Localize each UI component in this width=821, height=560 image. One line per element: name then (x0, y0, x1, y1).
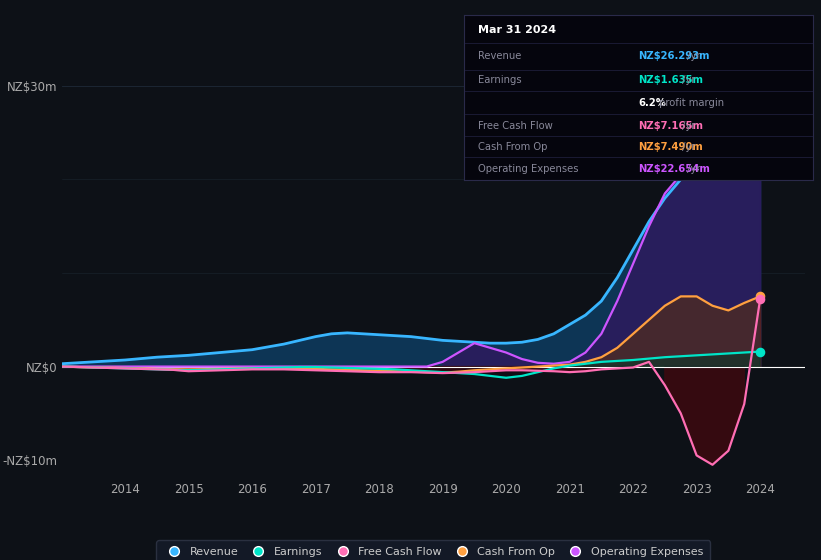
Text: Cash From Op: Cash From Op (478, 142, 548, 152)
Text: /yr: /yr (684, 164, 700, 174)
Point (754, 156, 767, 165)
Text: Mar 31 2024: Mar 31 2024 (478, 25, 556, 35)
Point (754, 295, 767, 304)
Text: Earnings: Earnings (478, 74, 521, 85)
Legend: Revenue, Earnings, Free Cash Flow, Cash From Op, Operating Expenses: Revenue, Earnings, Free Cash Flow, Cash … (157, 540, 709, 560)
Text: /yr: /yr (679, 142, 695, 152)
Text: Operating Expenses: Operating Expenses (478, 164, 578, 174)
Text: NZ$7.490m: NZ$7.490m (639, 142, 703, 152)
Text: 6.2%: 6.2% (639, 97, 666, 108)
Text: NZ$1.635m: NZ$1.635m (639, 74, 704, 85)
Text: Revenue: Revenue (478, 52, 521, 62)
Text: NZ$22.654m: NZ$22.654m (639, 164, 710, 174)
Text: Free Cash Flow: Free Cash Flow (478, 121, 553, 131)
Text: NZ$7.165m: NZ$7.165m (639, 121, 704, 131)
Point (754, 116, 767, 125)
Text: profit margin: profit margin (657, 97, 725, 108)
Point (754, 292, 767, 301)
Point (754, 347, 767, 356)
Text: NZ$26.293m: NZ$26.293m (639, 52, 710, 62)
Text: /yr: /yr (679, 74, 695, 85)
Text: /yr: /yr (684, 52, 700, 62)
Text: /yr: /yr (679, 121, 695, 131)
